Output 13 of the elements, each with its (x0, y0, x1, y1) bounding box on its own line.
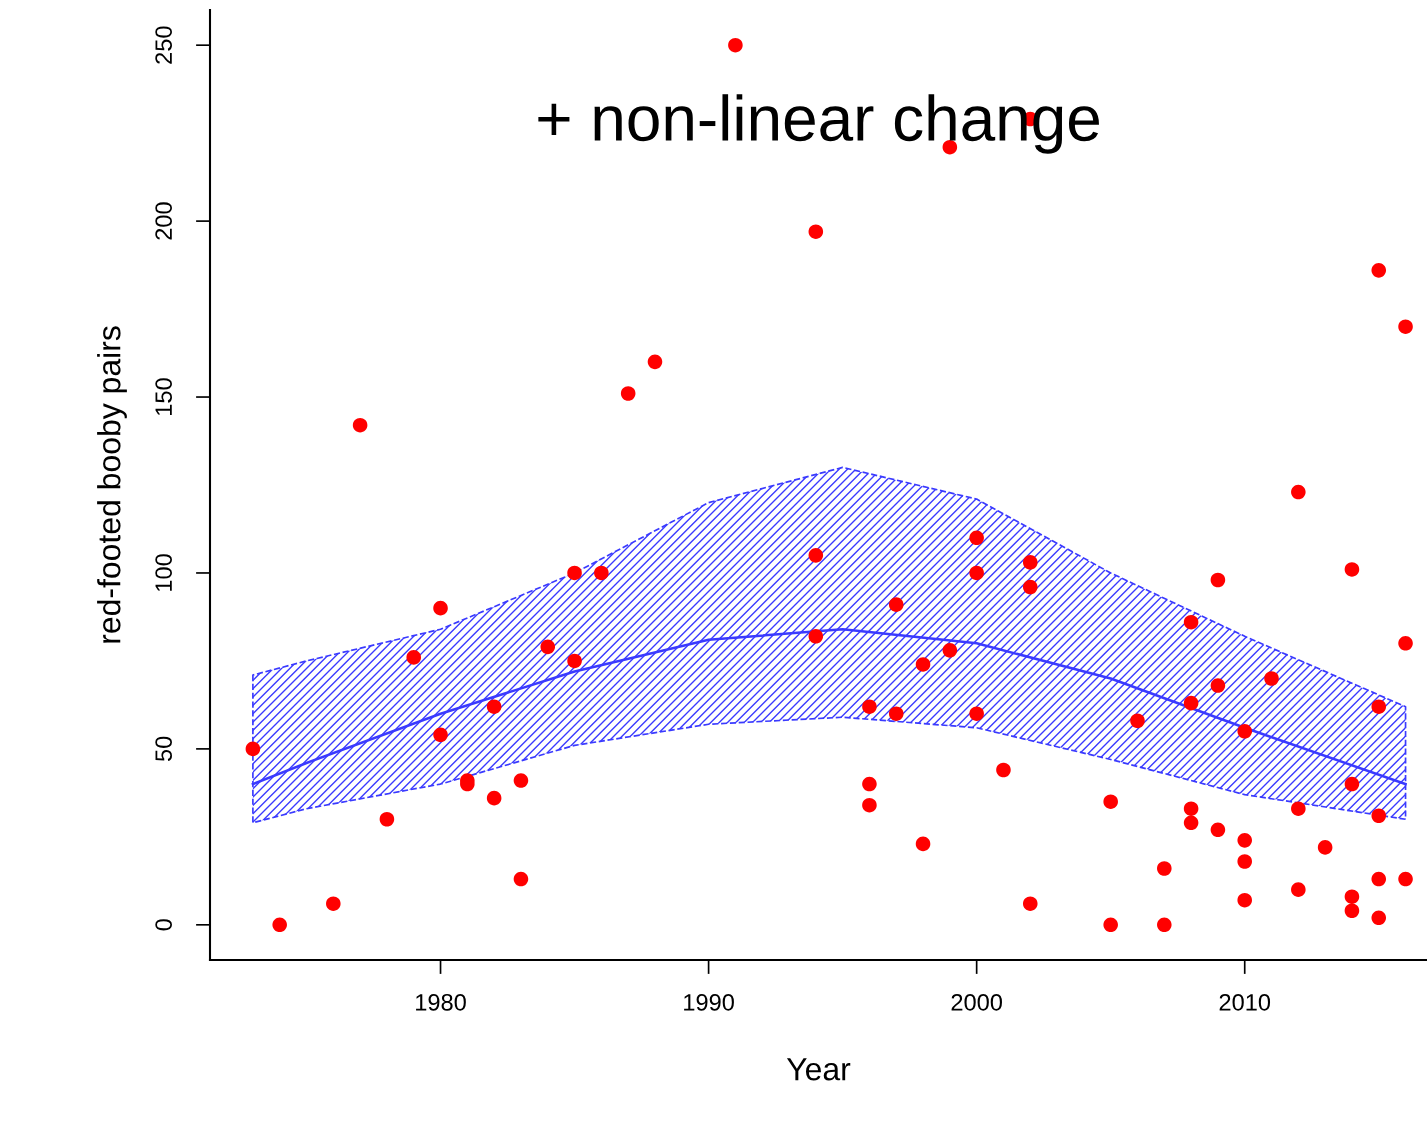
x-tick-label: 1990 (684, 993, 734, 1011)
y-tick-label: 150 (155, 378, 172, 415)
y-tick-label: 100 (155, 554, 172, 591)
x-tick-label: 1980 (416, 993, 466, 1011)
x-tick-label: 2000 (951, 993, 1002, 1011)
annotation: + non-linear change (538, 94, 1099, 154)
y-tick-label: 0 (155, 919, 172, 931)
x-tick-label: 2010 (1219, 993, 1271, 1011)
y-tick-label: 50 (155, 736, 172, 762)
y-tick-label: 200 (155, 202, 172, 240)
y-tick-label: 250 (155, 26, 172, 64)
y-axis-title: red-footed booby pairs (97, 326, 127, 643)
x-axis-title: Year (786, 1058, 851, 1081)
